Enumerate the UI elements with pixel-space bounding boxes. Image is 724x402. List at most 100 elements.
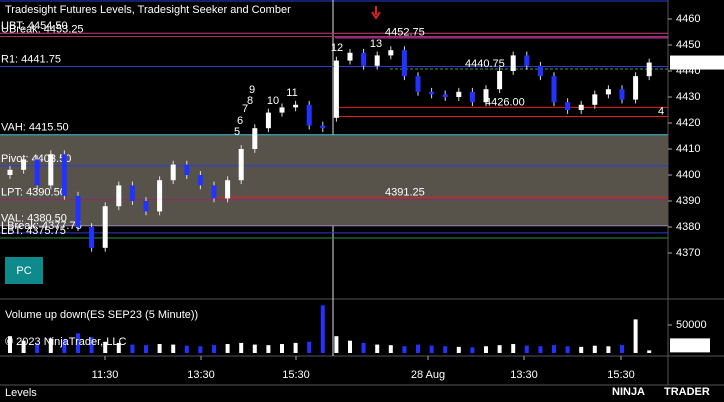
candle-body <box>34 159 40 186</box>
signal-arrow <box>371 6 381 20</box>
setup-count: 11 <box>286 87 297 99</box>
pc-button-label[interactable]: PC <box>16 265 31 277</box>
volume-bar <box>116 342 121 353</box>
volume-bar <box>524 345 529 353</box>
last-volume-box <box>670 338 710 353</box>
value-area <box>0 134 668 226</box>
candle-body <box>633 76 639 100</box>
candle-body <box>143 201 149 212</box>
volume-bar <box>144 345 148 353</box>
candle-body <box>238 149 244 181</box>
last-price-label: 4443.25 <box>676 56 716 68</box>
candle-body <box>129 185 135 202</box>
candle-body <box>374 55 380 66</box>
candle-body <box>7 169 13 176</box>
candle-body <box>429 91 435 95</box>
volume-bar <box>443 346 448 353</box>
y-tick-label: 4410 <box>676 143 700 155</box>
setup-count: 6 <box>237 115 243 127</box>
level-label: LPT: 4390.50 <box>1 187 66 199</box>
x-tick-label: 15:30 <box>282 369 310 381</box>
y-tick-label: 4390 <box>676 195 700 207</box>
volume-bar <box>348 340 352 353</box>
volume-bar <box>592 345 597 353</box>
marker-label: 4426.00 <box>485 96 525 108</box>
candle-body <box>551 76 557 103</box>
volume-bar <box>320 305 325 353</box>
setup-count: 13 <box>370 38 382 50</box>
y-tick-label: 4420 <box>676 117 700 129</box>
volume-bar <box>470 347 475 353</box>
setup-count: 8 <box>247 95 253 107</box>
setup-count: 10 <box>267 95 279 107</box>
volume-bar <box>484 346 488 353</box>
volume-bar <box>552 345 556 353</box>
candle-body <box>483 89 489 103</box>
candle-body <box>211 185 217 199</box>
candle-body <box>197 175 203 186</box>
candle-body <box>89 227 95 248</box>
volume-bar <box>103 341 108 353</box>
y-tick-label: 4430 <box>676 91 700 103</box>
candle-body <box>537 65 543 77</box>
volume-bar <box>361 342 366 353</box>
marker-label: 4440.75 <box>465 58 505 70</box>
volume-bar <box>225 344 230 353</box>
x-tick-label: 11:30 <box>92 369 119 381</box>
y-tick-label: 4400 <box>676 169 700 181</box>
volume-bar <box>89 337 94 353</box>
candle-body <box>279 107 285 113</box>
tab-label[interactable]: Levels <box>5 387 37 399</box>
y-tick-label: 4380 <box>676 221 700 233</box>
setup-count: 12 <box>331 42 343 54</box>
candle-body <box>456 91 462 97</box>
candle-body <box>61 154 67 196</box>
volume-bar <box>416 344 420 353</box>
candle-body <box>361 52 367 66</box>
volume-bar <box>579 346 584 353</box>
volume-bar <box>647 350 652 353</box>
logo-part: TRADER <box>664 386 710 398</box>
candle-body <box>578 104 584 110</box>
volume-bar <box>334 336 339 353</box>
level-label: R1: 4441.75 <box>1 53 61 65</box>
volume-bar <box>456 346 461 353</box>
volume-bar <box>266 345 271 353</box>
volume-bar <box>538 346 543 353</box>
candle-body <box>225 180 231 199</box>
candle-body <box>646 62 652 77</box>
volume-bar <box>280 344 284 353</box>
copyright: © 2023 NinjaTrader, LLC <box>5 336 126 348</box>
y-tick-label: 4450 <box>676 39 700 51</box>
plot-layer: 4460445044404430442044104400439043804370… <box>0 13 724 381</box>
marker-label: 4 <box>658 105 664 117</box>
pc-button[interactable] <box>5 257 43 284</box>
setup-count: 7 <box>242 103 248 115</box>
setup-count: 9 <box>249 84 255 96</box>
candle-body <box>102 206 108 248</box>
volume-bar <box>429 345 434 353</box>
volume-bar <box>21 340 26 353</box>
candle-body <box>401 50 407 77</box>
volume-bar <box>8 336 12 353</box>
x-tick-label: 15:30 <box>607 369 635 381</box>
level-label: VAL: 4380.50 <box>1 213 67 225</box>
candle-body <box>592 94 598 105</box>
candle-body <box>605 89 611 95</box>
volume-bar <box>565 346 570 353</box>
level-label: UBreak: 4453.25 <box>1 23 84 35</box>
level-label: VAH: 4415.50 <box>1 122 69 134</box>
setup-count: 5 <box>234 126 240 138</box>
candle-body <box>619 89 625 100</box>
volume-bar <box>130 344 135 353</box>
volume-bar <box>606 346 611 353</box>
volume-bar <box>252 344 257 353</box>
x-tick-label: 28 Aug <box>411 369 445 381</box>
volume-bar <box>157 344 162 353</box>
volume-bar <box>198 346 203 353</box>
y-tick-label: 4370 <box>676 247 700 259</box>
candle-body <box>75 195 81 228</box>
level-label: Pivot: 4403.50 <box>1 153 71 165</box>
volume-title: Volume up down(ES SEP23 (5 Minute)) <box>5 309 198 321</box>
